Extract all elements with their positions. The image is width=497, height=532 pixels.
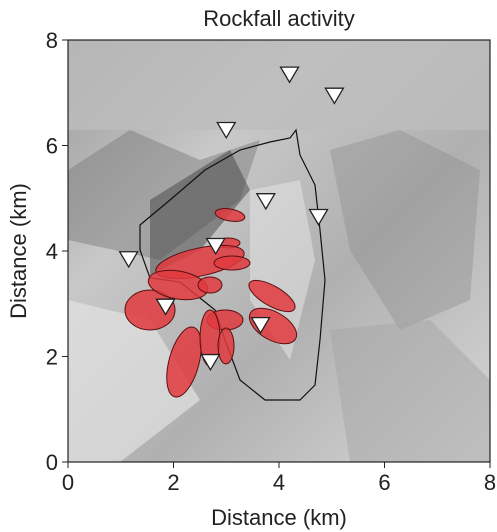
y-tick-label: 2 <box>46 345 58 370</box>
station <box>118 251 139 269</box>
y-tick-label: 0 <box>46 450 58 475</box>
x-axis-label: Distance (km) <box>211 505 347 530</box>
station <box>200 353 221 372</box>
y-tick-label: 8 <box>46 28 58 53</box>
hillshade <box>68 40 490 462</box>
station <box>205 237 226 256</box>
x-tick-label: 6 <box>378 470 390 495</box>
station <box>255 193 276 211</box>
station <box>279 66 300 84</box>
x-tick-label: 0 <box>62 470 74 495</box>
x-tick-label: 8 <box>484 470 496 495</box>
y-axis-label: Distance (km) <box>6 183 31 319</box>
x-tick-label: 4 <box>273 470 285 495</box>
chart-title: Rockfall activity <box>203 6 355 31</box>
station <box>324 87 345 105</box>
station <box>155 298 176 316</box>
station <box>216 121 237 140</box>
x-tick-label: 2 <box>167 470 179 495</box>
station <box>308 208 329 227</box>
y-tick-label: 4 <box>46 239 58 264</box>
rockfall-areas <box>124 208 298 398</box>
station <box>250 316 271 335</box>
y-tick-label: 6 <box>46 134 58 159</box>
